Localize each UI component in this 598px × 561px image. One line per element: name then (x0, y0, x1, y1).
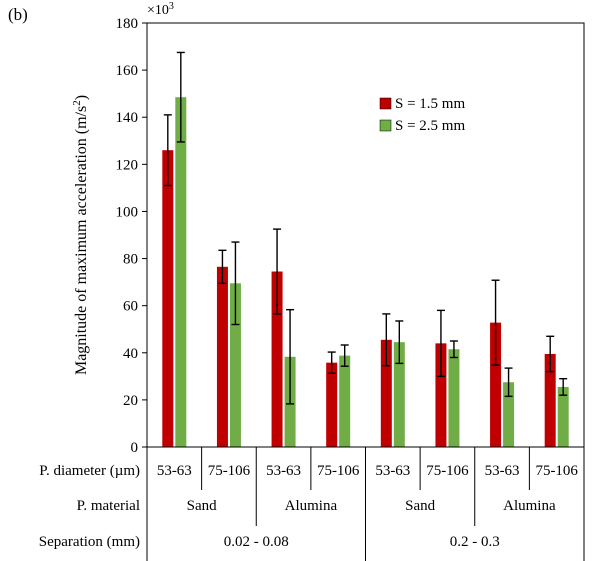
y-tick-label: 60 (123, 299, 138, 315)
bar (380, 339, 392, 447)
bar (503, 382, 515, 447)
y-tick-label: 160 (116, 63, 139, 79)
y-tick-label: 20 (123, 393, 138, 409)
y-tick-label: 180 (116, 16, 139, 32)
bar (435, 343, 447, 447)
bar (175, 97, 187, 447)
diameter-cell: 75-106 (208, 463, 251, 479)
y-tick-label: 40 (123, 346, 138, 362)
y-axis-label-sup: 2 (71, 100, 83, 106)
y-tick-label: 80 (123, 252, 138, 268)
bar (393, 342, 405, 447)
diameter-cell: 53-63 (266, 463, 301, 479)
legend-label-s15: S = 1.5 mm (395, 96, 465, 112)
panel-label: (b) (8, 5, 28, 24)
legend-swatch-s15 (379, 97, 392, 110)
category-table: P. diameter (µm) P. material Separation … (39, 447, 585, 561)
y-axis-ticks: 0 20 40 60 80 100 120 140 160 180 (116, 16, 147, 456)
diameter-cell: 53-63 (375, 463, 410, 479)
bar (557, 386, 569, 447)
diameter-cell: 53-63 (157, 463, 192, 479)
bar (162, 150, 174, 447)
row-label-diameter: P. diameter (µm) (39, 463, 140, 479)
row-label-material: P. material (77, 498, 140, 514)
table-lines (146, 447, 585, 561)
legend: S = 1.5 mm S = 2.5 mm (379, 96, 465, 134)
bar (448, 349, 460, 447)
y-tick-label: 100 (116, 204, 139, 220)
row-label-separation: Separation (mm) (39, 534, 140, 550)
material-cell: Alumina (285, 498, 338, 514)
plot-frame (146, 22, 585, 448)
bars (162, 97, 569, 447)
bar (216, 266, 228, 447)
diameter-cell: 75-106 (317, 463, 360, 479)
bar (271, 271, 283, 447)
y-axis-label: Magnitude of maximum acceleration (m/s2) (71, 95, 90, 375)
table-cells: 53-63 75-106 53-63 75-106 53-63 75-106 53-63 75… (157, 463, 579, 550)
y-tick-label: 120 (116, 157, 139, 173)
separation-cell: 0.02 - 0.08 (224, 534, 289, 550)
bar (229, 283, 241, 447)
y-multiplier: ×103 (147, 1, 174, 18)
diameter-cell: 75-106 (426, 463, 469, 479)
material-cell: Sand (187, 498, 218, 514)
error-bars (163, 51, 568, 405)
separation-cell: 0.2 - 0.3 (450, 534, 500, 550)
y-tick-label: 140 (116, 110, 139, 126)
diameter-cell: 75-106 (535, 463, 578, 479)
bar (490, 322, 502, 447)
bar (339, 355, 351, 447)
legend-label-s25: S = 2.5 mm (395, 118, 465, 134)
material-cell: Sand (405, 498, 436, 514)
y-axis-label-text: Magnitude of maximum acceleration (m/s (73, 106, 90, 375)
diameter-cell: 53-63 (485, 463, 520, 479)
bar (326, 362, 338, 447)
bar (544, 353, 556, 447)
y-axis-label-tail: ) (73, 95, 90, 100)
y-multiplier-exponent: 3 (169, 1, 174, 12)
material-cell: Alumina (503, 498, 556, 514)
y-multiplier-base: ×10 (147, 3, 169, 18)
y-tick-label: 0 (131, 440, 139, 456)
legend-swatch-s25 (379, 119, 392, 132)
